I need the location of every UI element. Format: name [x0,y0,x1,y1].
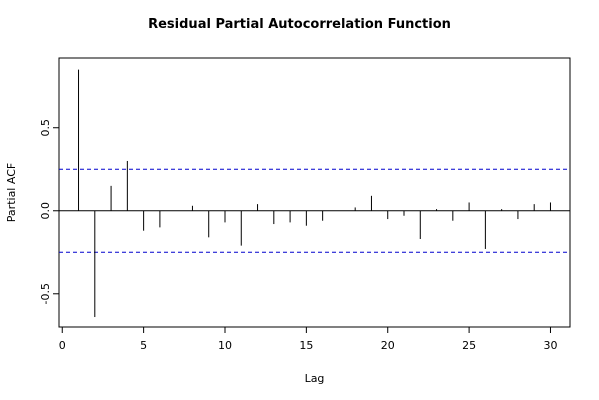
x-axis: 0 5 10 15 20 25 30 [59,327,557,352]
x-tick-label: 0 [59,339,66,352]
x-tick-label: 5 [140,339,147,352]
x-tick-label: 30 [543,339,557,352]
plot-frame [58,57,571,328]
chart-marks [59,69,570,318]
y-axis: -0.5 0.0 0.5 [39,119,59,305]
y-axis-label: Partial ACF [5,163,18,222]
chart-title: Residual Partial Autocorrelation Functio… [148,17,451,32]
x-tick-label: 25 [462,339,476,352]
x-tick-label: 15 [299,339,313,352]
x-tick-label: 20 [381,339,395,352]
y-tick-label: 0.0 [39,202,52,220]
y-tick-label: -0.5 [39,283,52,304]
y-tick-label: 0.5 [39,119,52,137]
x-axis-label: Lag [305,372,325,385]
x-tick-label: 10 [218,339,232,352]
